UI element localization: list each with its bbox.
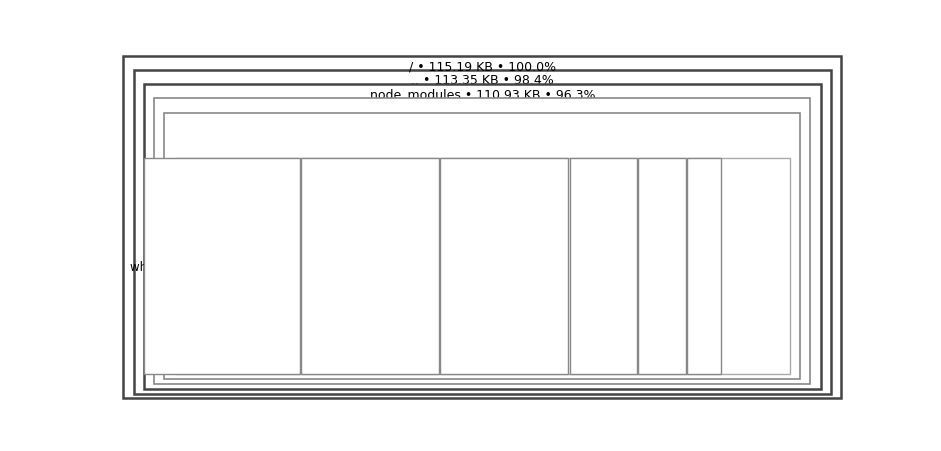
Bar — [144, 159, 300, 374]
Bar — [154, 99, 810, 384]
Text: / • 115.19 KB • 100.0%: / • 115.19 KB • 100.0% — [408, 60, 556, 73]
Text: fbjs • 2.08
KB • 1.8%: fbjs • 2.08 KB • 1.8% — [572, 253, 634, 281]
Bar — [687, 159, 722, 374]
Text: cjs • 90.37 KB • 78.4%: cjs • 90.37 KB • 78.4% — [410, 117, 554, 130]
Bar — [440, 159, 568, 374]
Bar — [144, 85, 821, 389]
Text: react • 5 KB • 4.3%: react • 5 KB • 4.3% — [312, 260, 428, 273]
Bar — [638, 159, 686, 374]
Bar — [174, 159, 790, 374]
Text: react-scripts • 4.29 KB •
3.7%: react-scripts • 4.29 KB • 3.7% — [432, 253, 577, 281]
Bar — [569, 159, 637, 374]
Bar — [165, 114, 800, 379]
Text: react-dom.production.min.js • 90.37 KB • 78.4%: react-dom.production.min.js • 90.37 KB •… — [330, 162, 634, 175]
Text: asa
• 64
B: asa • 64 B — [692, 245, 717, 288]
Text: whatwg-fetch • 7.25 KB • 6.3%: whatwg-fetch • 7.25 KB • 6.3% — [130, 260, 314, 273]
Text: .. • 113.35 KB • 98.4%: .. • 113.35 KB • 98.4% — [411, 74, 553, 87]
Text: node_modules • 110.93 KB • 96.3%: node_modules • 110.93 KB • 96.3% — [370, 88, 595, 101]
Bar — [301, 159, 439, 374]
Text: objec
assig
• 923: objec assig • 923 — [646, 245, 678, 288]
Text: react-dom • 90.59 KB • 78.6%: react-dom • 90.59 KB • 78.6% — [387, 103, 578, 115]
